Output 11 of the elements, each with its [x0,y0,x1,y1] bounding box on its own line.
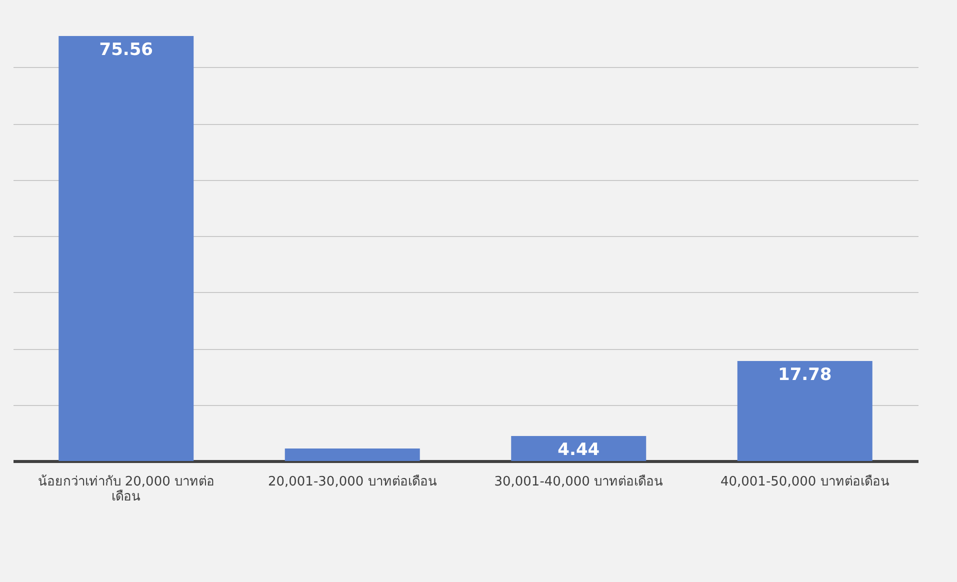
x-tick-label: 30,001-40,000 บาทต่อเดือน [494,474,664,490]
x-tick-label: น้อยกว่าเท่ากับ 20,000 บาทต่อเดือน [38,474,215,504]
data-label: 17.78 [778,364,832,385]
x-tick-label: 20,001-30,000 บาทต่อเดือน [268,474,437,490]
bar [737,360,872,461]
data-label: 4.44 [558,440,600,460]
data-label: 75.56 [99,40,154,60]
bar [511,436,646,461]
x-tick-label: 40,001-50,000 บาทต่อเดือน [720,474,890,490]
bar [58,36,194,461]
bar [284,448,420,461]
